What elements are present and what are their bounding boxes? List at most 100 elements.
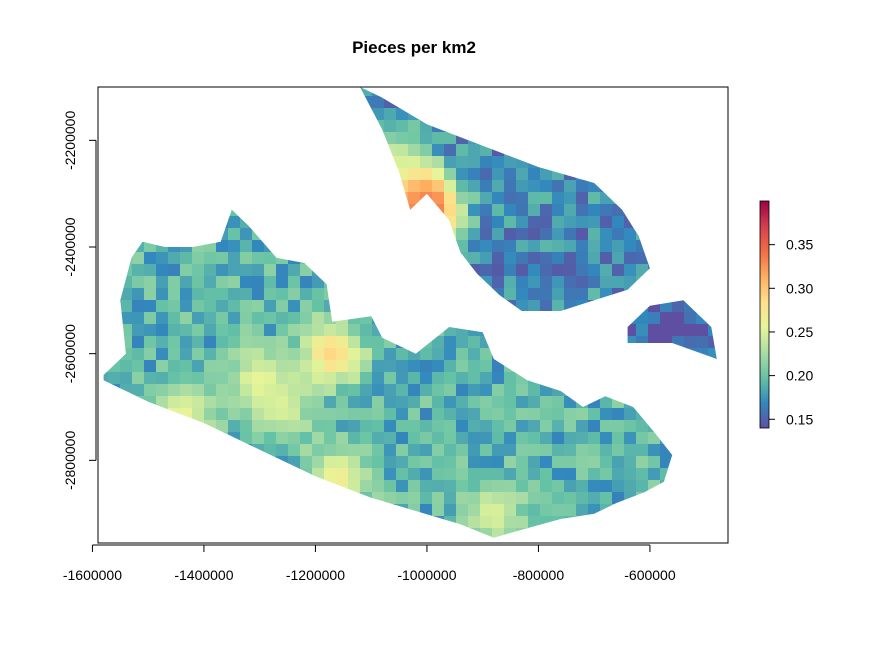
raster-cell: [384, 228, 397, 241]
raster-cell: [576, 408, 589, 421]
raster-cell: [264, 432, 277, 445]
raster-cell: [228, 444, 241, 457]
raster-cell: [120, 504, 133, 517]
raster-cell: [108, 324, 121, 337]
raster-cell: [432, 408, 445, 421]
raster-cell: [216, 456, 229, 469]
raster-cell: [120, 396, 133, 409]
raster-cell: [672, 396, 673, 409]
raster-layer: [103, 87, 717, 538]
raster-cell: [360, 264, 373, 277]
raster-cell: [492, 360, 505, 373]
raster-cell: [168, 372, 181, 385]
plot-frame: [97, 86, 729, 544]
raster-cell: [588, 396, 601, 409]
raster-cell: [264, 324, 277, 337]
raster-cell: [432, 168, 445, 181]
raster-cell: [432, 384, 445, 397]
raster-cell: [456, 132, 469, 145]
raster-cell: [420, 264, 433, 277]
raster-cell: [408, 288, 421, 301]
raster-cell: [627, 348, 637, 359]
raster-cell: [408, 252, 421, 265]
raster-cell: [564, 408, 577, 421]
raster-cell: [132, 276, 145, 289]
raster-cell: [168, 468, 181, 481]
raster-cell: [276, 372, 289, 385]
raster-cell: [180, 504, 193, 517]
raster-cell: [480, 252, 493, 265]
raster-cell: [540, 504, 553, 517]
raster-cell: [660, 444, 673, 457]
raster-cell: [672, 480, 673, 493]
raster-cell: [336, 348, 349, 361]
raster-cell: [156, 209, 169, 217]
raster-cell: [312, 372, 325, 385]
raster-cell: [468, 432, 481, 445]
raster-cell: [396, 528, 409, 538]
raster-cell: [420, 216, 433, 229]
raster-cell: [492, 300, 505, 313]
raster-cell: [432, 204, 445, 217]
raster-cell: [576, 132, 589, 145]
raster-cell: [156, 468, 169, 481]
raster-cell: [540, 372, 553, 385]
raster-cell: [216, 348, 229, 361]
raster-cell: [252, 516, 265, 529]
raster-cell: [612, 168, 625, 181]
raster-cell: [408, 240, 421, 253]
raster-cell: [552, 300, 565, 311]
raster-cell: [660, 420, 673, 433]
raster-cell: [636, 420, 649, 433]
raster-cell: [492, 384, 505, 397]
raster-cell: [432, 252, 445, 265]
raster-cell: [516, 168, 529, 181]
raster-cell: [528, 372, 541, 385]
raster-cell: [672, 336, 685, 349]
raster-cell: [300, 504, 313, 517]
raster-cell: [180, 456, 193, 469]
raster-cell: [444, 192, 457, 205]
raster-cell: [456, 276, 469, 289]
raster-cell: [144, 480, 157, 493]
raster-cell: [156, 360, 169, 373]
raster-cell: [384, 288, 397, 301]
raster-cell: [168, 360, 181, 373]
raster-cell: [120, 528, 133, 538]
raster-cell: [468, 132, 481, 145]
raster-cell: [624, 420, 637, 433]
raster-cell: [528, 360, 541, 373]
raster-cell: [492, 504, 505, 517]
raster-cell: [504, 192, 517, 205]
raster-cell: [564, 87, 577, 97]
raster-cell: [180, 288, 193, 301]
raster-cell: [180, 252, 193, 265]
raster-cell: [444, 168, 457, 181]
raster-cell: [552, 168, 565, 181]
raster-cell: [348, 264, 361, 277]
raster-cell: [324, 516, 337, 529]
raster-cell: [552, 348, 565, 361]
raster-cell: [348, 276, 361, 289]
raster-cell: [372, 504, 385, 517]
raster-cell: [144, 240, 157, 253]
raster-cell: [372, 168, 385, 181]
raster-cell: [360, 516, 373, 529]
raster-cell: [468, 156, 481, 169]
raster-cell: [384, 480, 397, 493]
raster-cell: [444, 324, 457, 337]
raster-cell: [672, 288, 673, 301]
raster-cell: [192, 396, 205, 409]
raster-cell: [636, 516, 649, 529]
raster-cell: [132, 408, 145, 421]
raster-cell: [216, 360, 229, 373]
raster-cell: [516, 516, 529, 529]
raster-cell: [516, 192, 529, 205]
raster-cell: [564, 336, 577, 349]
raster-cell: [324, 420, 337, 433]
raster-cell: [432, 300, 445, 311]
raster-cell: [312, 516, 325, 529]
raster-cell: [684, 300, 697, 313]
raster-cell: [588, 216, 601, 229]
raster-cell: [648, 276, 661, 289]
